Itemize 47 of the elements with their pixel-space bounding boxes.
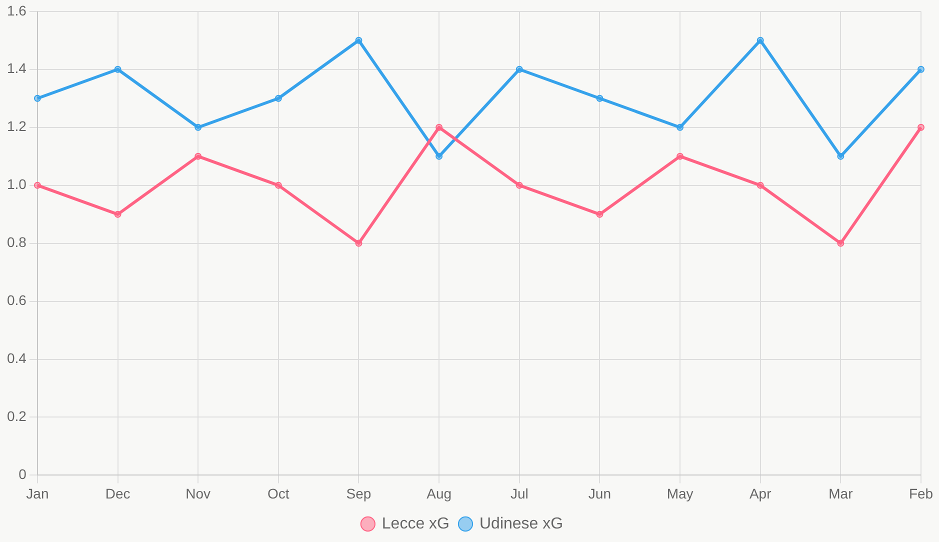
point xyxy=(596,210,604,218)
x-tick-label: Jun xyxy=(588,485,612,502)
y-tick-label: 0 xyxy=(18,466,27,482)
x-tick-label: Oct xyxy=(268,485,290,502)
x-tick-label: Aug xyxy=(426,485,452,502)
x-tick-label: Feb xyxy=(908,485,934,502)
y-tick-label: 0.2 xyxy=(6,408,27,424)
x-tick-label: Apr xyxy=(749,485,772,502)
x-tick-label: Jul xyxy=(510,485,528,502)
point xyxy=(114,66,122,73)
y-tick-label: 0.4 xyxy=(6,350,27,366)
point xyxy=(34,94,41,102)
x-tick-label: May xyxy=(666,485,694,502)
point xyxy=(837,152,844,160)
y-tick-label: 1.0 xyxy=(6,176,27,192)
point xyxy=(194,124,202,131)
x-tick-label: Nov xyxy=(186,485,211,502)
point xyxy=(436,124,443,131)
point xyxy=(114,210,122,218)
point xyxy=(918,66,924,73)
x-tick-label: Sep xyxy=(346,485,372,502)
point xyxy=(355,240,362,247)
point xyxy=(274,94,282,102)
point xyxy=(516,182,523,189)
x-tick-label: Mar xyxy=(828,485,854,502)
x-tick-label: Jan xyxy=(26,485,49,502)
y-tick-label: 1.2 xyxy=(6,118,27,134)
point xyxy=(918,124,924,131)
y-tick-label: 1.6 xyxy=(6,2,27,18)
point xyxy=(274,182,282,189)
x-tick-label: Dec xyxy=(105,485,130,502)
point xyxy=(756,36,764,44)
y-tick-label: 0.8 xyxy=(6,234,27,250)
y-tick-label: 1.4 xyxy=(6,60,27,76)
point xyxy=(596,94,604,102)
legend-label: Lecce xG xyxy=(382,515,450,532)
point xyxy=(436,152,443,160)
point xyxy=(355,36,362,44)
point xyxy=(756,182,764,189)
y-tick-label: 0.6 xyxy=(6,292,27,308)
point xyxy=(837,240,844,247)
legend-label: Udinese xG xyxy=(479,515,564,532)
point xyxy=(516,66,523,73)
point xyxy=(194,152,202,160)
point xyxy=(676,124,684,131)
point xyxy=(34,182,41,189)
point xyxy=(676,152,684,160)
